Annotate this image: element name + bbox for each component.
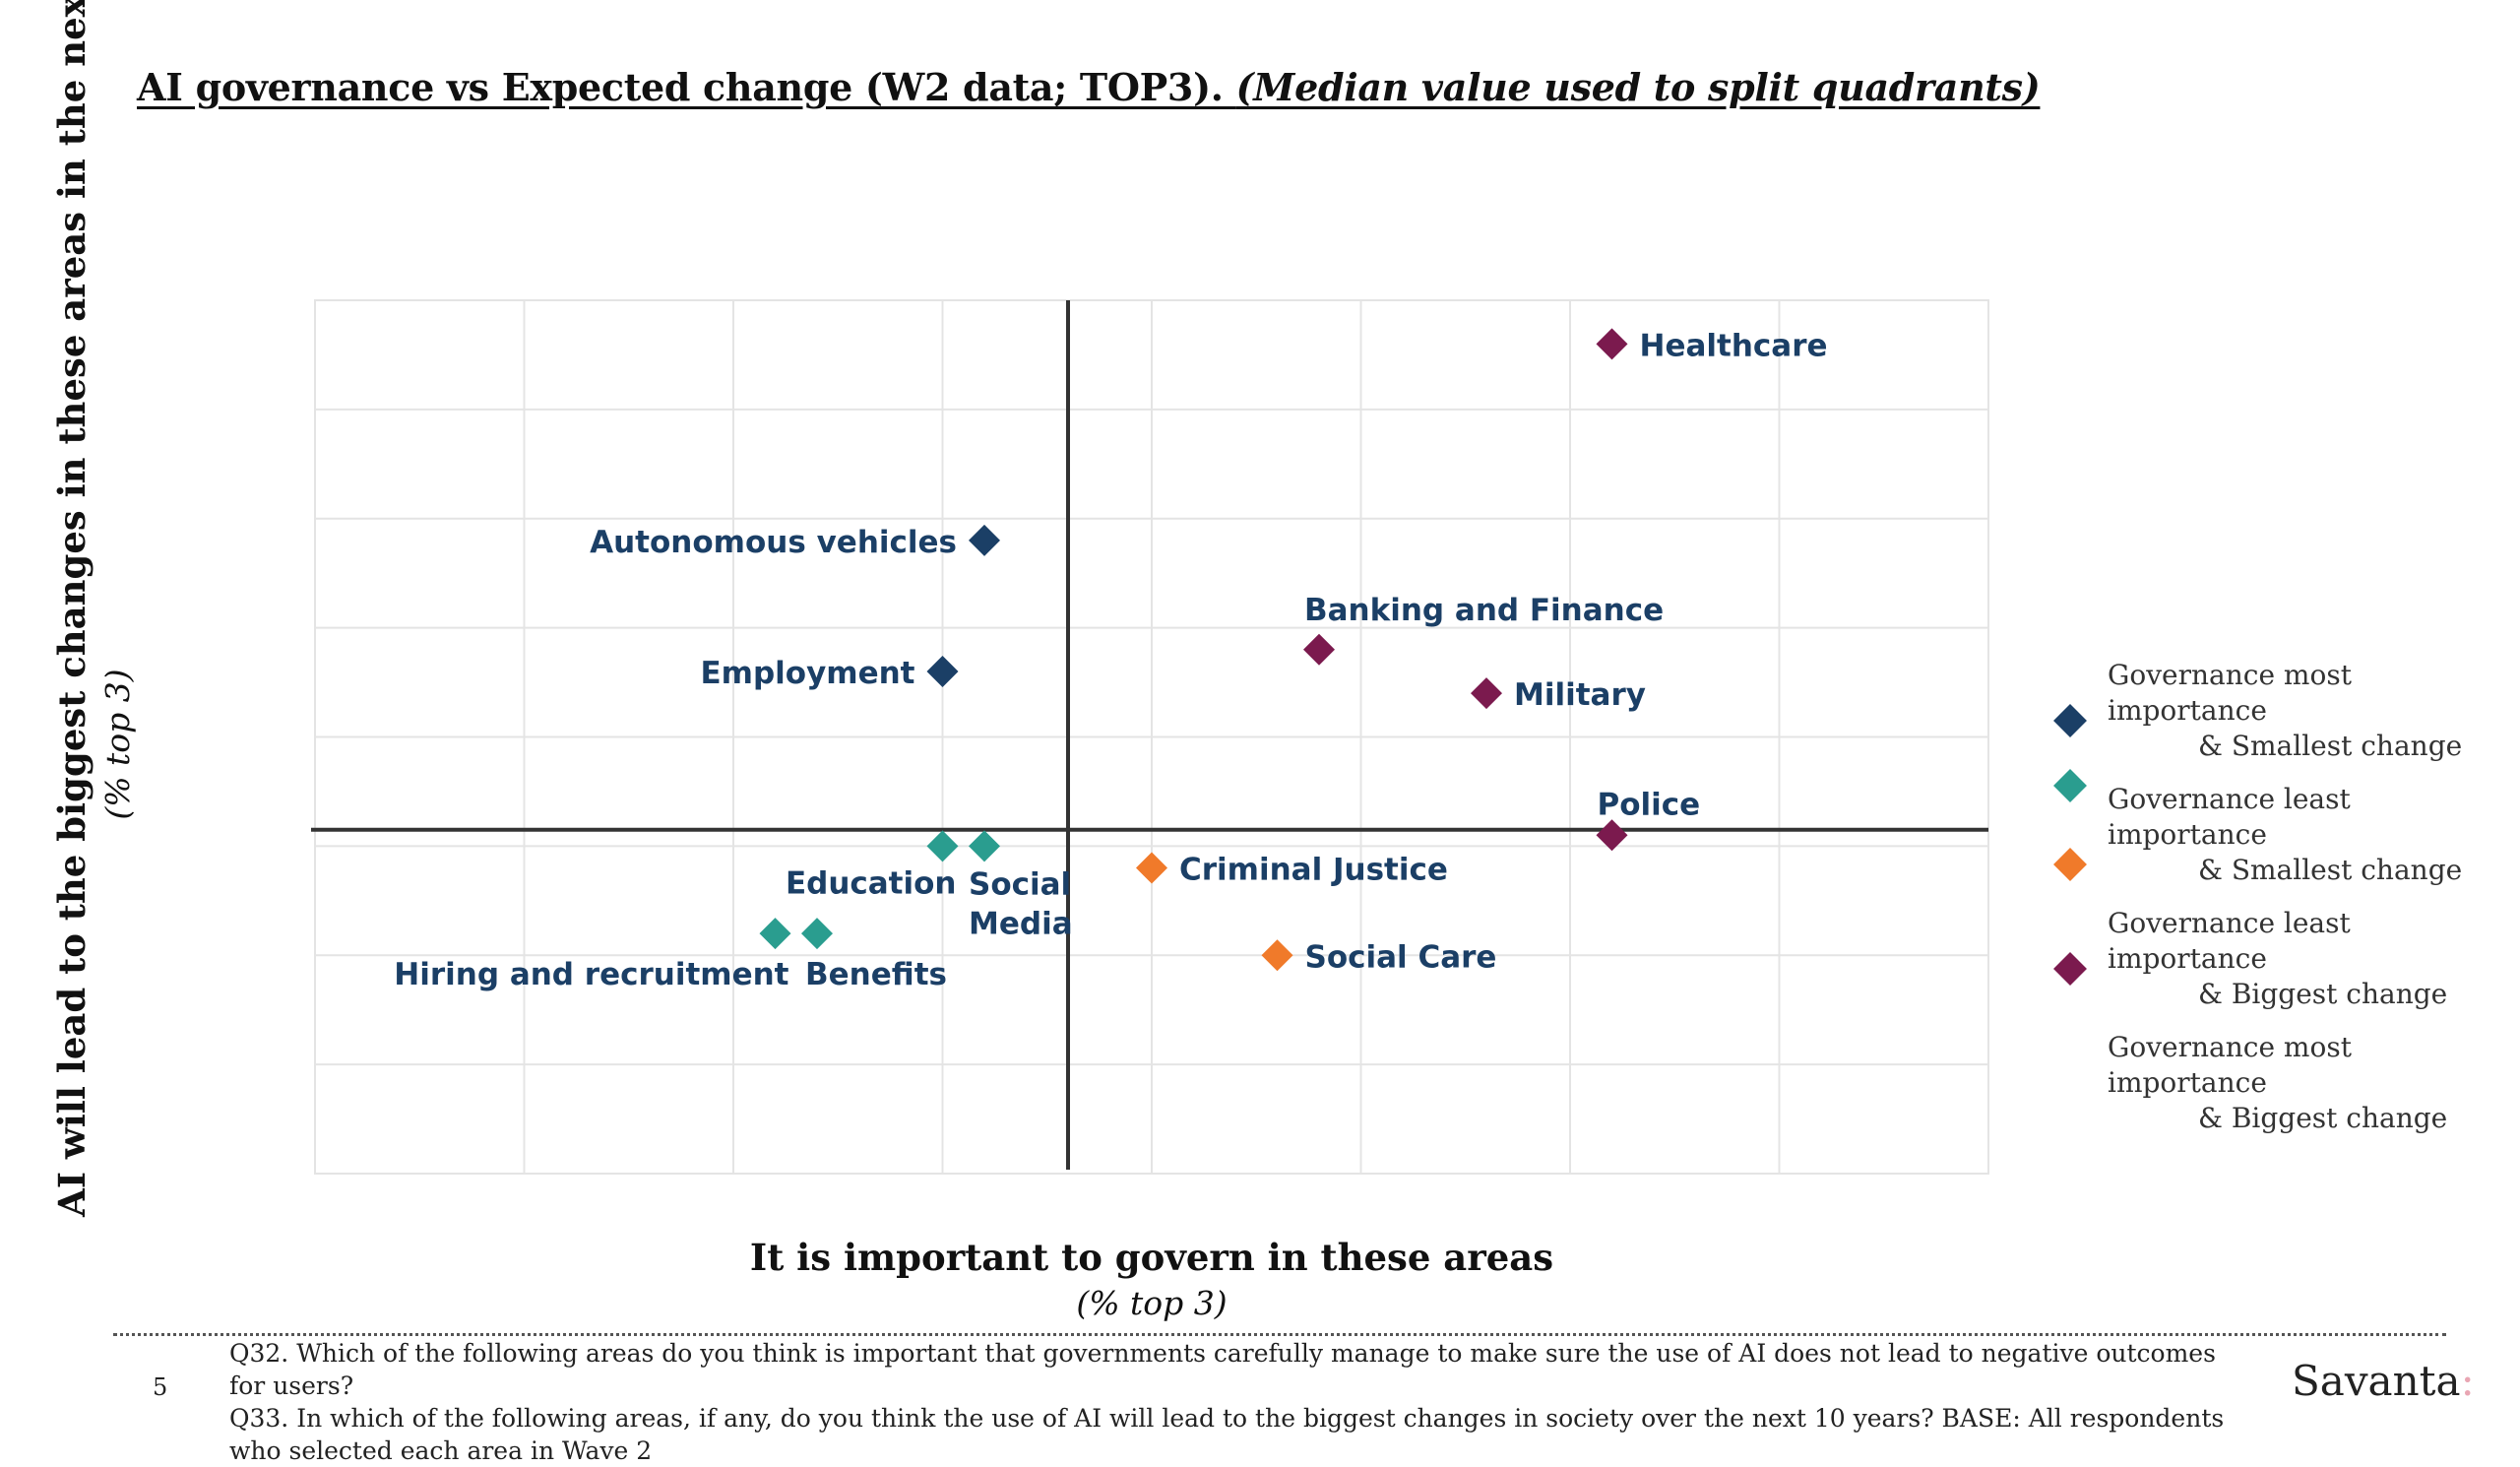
data-label-banking-and-finance: Banking and Finance xyxy=(1304,593,1664,628)
legend-text-line: & Biggest change xyxy=(2198,978,2448,1010)
legend-text-line: Governance most xyxy=(2108,1031,2352,1063)
legend-text-line: importance xyxy=(2108,694,2267,727)
legend-item-least-smallest: Governance least importance & Smallest c… xyxy=(2052,769,2486,888)
brand-logo: Savanta: xyxy=(2292,1357,2475,1405)
data-label-social-care: Social Care xyxy=(1305,939,1497,975)
legend-item-least-biggest: Governance least importance & Biggest ch… xyxy=(2052,906,2486,1012)
data-point-autonomous-vehicles xyxy=(969,524,1000,556)
footnote-q32: Q32. Which of the following areas do you… xyxy=(229,1339,2216,1400)
brand-name: Savanta xyxy=(2292,1357,2461,1405)
data-label-autonomous-vehicles: Autonomous vehicles xyxy=(590,525,957,560)
legend: Governance most importance & Smallest ch… xyxy=(2052,658,2486,1154)
footer-notes: Q32. Which of the following areas do you… xyxy=(229,1337,2228,1467)
data-point-employment xyxy=(926,655,959,687)
data-label-education: Education xyxy=(786,865,957,901)
data-label-military: Military xyxy=(1514,677,1646,713)
data-label-social-media: Social Media xyxy=(969,866,1073,941)
data-point-social-media xyxy=(969,830,1000,862)
legend-text-line: importance xyxy=(2108,942,2267,975)
footnote-q33: Q33. In which of the following areas, if… xyxy=(229,1404,2225,1465)
legend-item-most-smallest: Governance most importance & Smallest ch… xyxy=(2052,658,2486,764)
data-label-criminal-justice: Criminal Justice xyxy=(1179,853,1448,888)
data-label-employment: Employment xyxy=(700,656,914,691)
data-label-hiring-and-recruitment: Hiring and recruitment xyxy=(394,957,788,992)
data-label-healthcare: Healthcare xyxy=(1640,328,1828,363)
legend-text-line: Governance least xyxy=(2108,907,2351,939)
legend-text-line: & Smallest change xyxy=(2198,854,2463,886)
legend-text-line: & Biggest change xyxy=(2198,1102,2448,1134)
x-axis-unit: (% top 3) xyxy=(1076,1284,1228,1322)
data-point-police xyxy=(1596,819,1628,852)
page-number: 5 xyxy=(153,1373,168,1401)
data-point-military xyxy=(1471,677,1502,710)
legend-swatch-navy xyxy=(2053,704,2087,737)
legend-text-line: Governance most xyxy=(2108,659,2352,691)
legend-text-line: importance xyxy=(2108,1066,2267,1099)
data-point-banking-and-finance xyxy=(1303,633,1335,666)
data-point-education xyxy=(926,830,959,862)
data-point-social-care xyxy=(1261,939,1293,972)
brand-colon: : xyxy=(2460,1357,2475,1405)
chart-title-main: AI governance vs Expected change (W2 dat… xyxy=(137,65,1236,109)
legend-text-line: Governance least xyxy=(2108,783,2351,815)
footer-divider xyxy=(113,1333,2446,1336)
legend-swatch-teal xyxy=(2053,769,2087,802)
data-label-benefits: Benefits xyxy=(805,957,947,992)
legend-item-most-biggest: Governance most importance & Biggest cha… xyxy=(2052,1030,2486,1136)
legend-swatch-orange xyxy=(2053,848,2087,881)
data-point-healthcare xyxy=(1596,328,1628,360)
data-point-criminal-justice xyxy=(1136,852,1167,884)
data-point-benefits xyxy=(801,918,833,950)
data-point-hiring-and-recruitment xyxy=(759,918,791,950)
chart-title-italic: (Median value used to split quadrants) xyxy=(1235,65,2041,109)
legend-text-line: importance xyxy=(2108,818,2267,851)
legend-text-line: & Smallest change xyxy=(2198,730,2463,762)
data-label-police: Police xyxy=(1598,787,1701,822)
x-axis-label: It is important to govern in these areas xyxy=(749,1236,1554,1279)
x-axis-title: It is important to govern in these areas… xyxy=(315,1233,1988,1325)
chart-title: AI governance vs Expected change (W2 dat… xyxy=(137,65,2041,109)
scatter-chart: Autonomous vehicles Employment Education So… xyxy=(311,299,1989,1175)
legend-swatch-purple xyxy=(2053,952,2087,986)
